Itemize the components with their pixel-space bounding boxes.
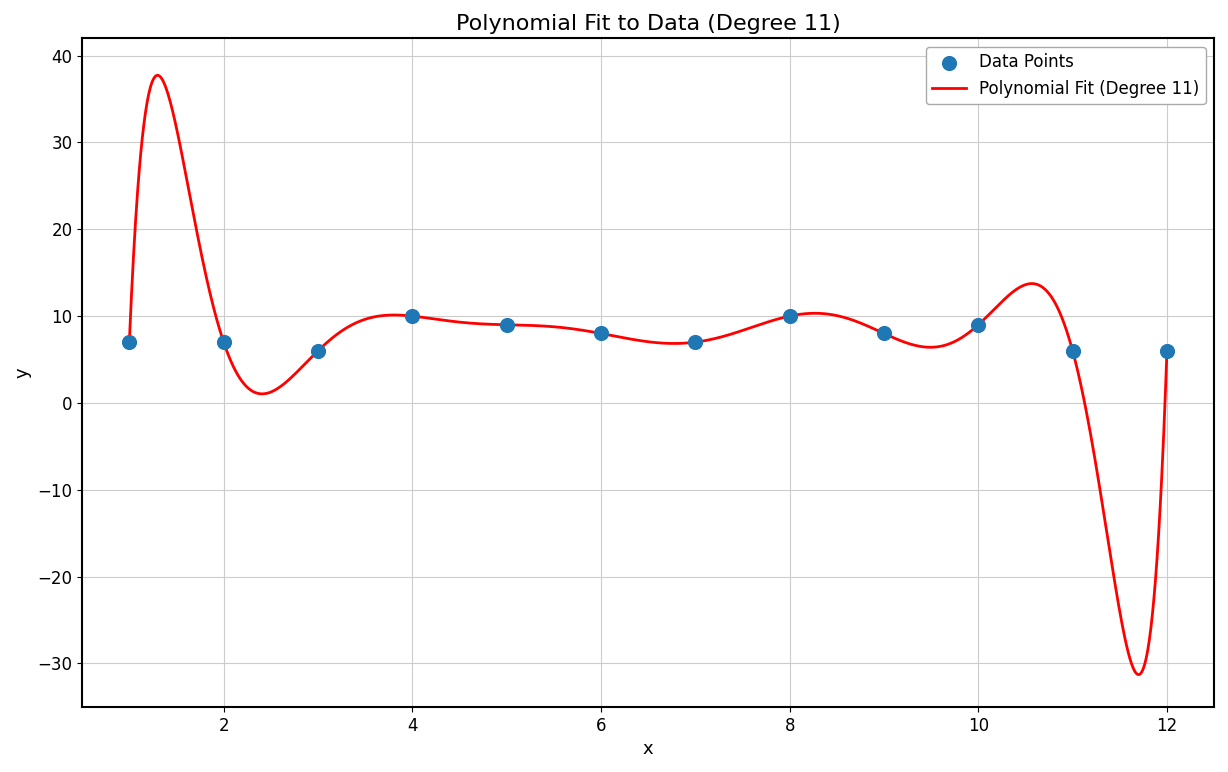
Legend: Data Points, Polynomial Fit (Degree 11): Data Points, Polynomial Fit (Degree 11): [926, 46, 1206, 104]
Data Points: [1062, 344, 1082, 357]
Data Points: [497, 319, 517, 331]
Data Points: [780, 310, 799, 322]
Data Points: [308, 344, 328, 357]
Data Points: [1157, 344, 1176, 357]
Data Points: [969, 319, 989, 331]
X-axis label: x: x: [642, 740, 653, 758]
Polynomial Fit (Degree 11): [1130, 669, 1144, 679]
Data Points: [119, 336, 139, 348]
Data Points: [591, 327, 610, 340]
Polynomial Fit (Degree 11): [150, 71, 165, 80]
Y-axis label: y: y: [14, 367, 32, 378]
Data Points: [214, 336, 233, 348]
Polynomial Fit (Degree 11): [1159, 346, 1174, 355]
Data Points: [874, 327, 894, 340]
Data Points: [403, 310, 422, 322]
Line: Polynomial Fit (Degree 11): Polynomial Fit (Degree 11): [129, 76, 1167, 675]
Polynomial Fit (Degree 11): [1130, 669, 1144, 679]
Polynomial Fit (Degree 11): [599, 330, 614, 339]
Polynomial Fit (Degree 11): [122, 337, 136, 347]
Data Points: [685, 336, 705, 348]
Polynomial Fit (Degree 11): [939, 340, 954, 349]
Polynomial Fit (Degree 11): [176, 154, 190, 164]
Polynomial Fit (Degree 11): [1131, 670, 1146, 679]
Title: Polynomial Fit to Data (Degree 11): Polynomial Fit to Data (Degree 11): [456, 14, 840, 34]
Polynomial Fit (Degree 11): [628, 335, 642, 344]
